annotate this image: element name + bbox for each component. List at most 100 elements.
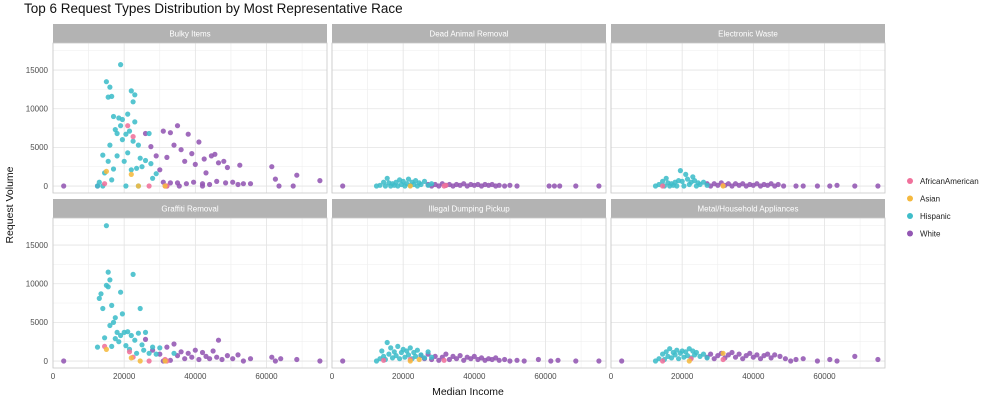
- data-point: [421, 178, 428, 184]
- data-point: [677, 168, 684, 174]
- data-point: [405, 352, 412, 358]
- data-point: [660, 183, 666, 189]
- data-point: [146, 358, 152, 364]
- data-point: [199, 349, 206, 356]
- data-point: [294, 356, 300, 363]
- legend-label: White: [920, 230, 941, 239]
- data-point: [214, 178, 220, 184]
- data-point: [109, 177, 115, 183]
- data-point: [381, 357, 387, 363]
- data-point: [521, 358, 527, 364]
- data-point: [182, 158, 188, 164]
- data-point: [747, 350, 753, 356]
- data-point: [125, 329, 131, 335]
- data-point: [875, 356, 881, 363]
- data-point: [162, 183, 168, 189]
- data-point: [223, 180, 229, 186]
- facet-strip-label: Metal/Household Appliances: [698, 205, 799, 214]
- data-point: [191, 179, 197, 185]
- data-point: [619, 358, 625, 364]
- data-point: [107, 322, 113, 329]
- data-point: [178, 147, 184, 153]
- x-tick-label: 0: [51, 372, 56, 381]
- plot-area: [332, 43, 606, 193]
- panel-border: [52, 42, 328, 194]
- data-point: [404, 348, 410, 354]
- data-point: [153, 171, 159, 177]
- data-point: [502, 356, 508, 363]
- data-point: [189, 151, 195, 157]
- y-tick-label: 15000: [26, 241, 49, 250]
- y-tick-label: 0: [44, 357, 49, 366]
- data-point: [788, 358, 794, 364]
- data-point: [757, 356, 764, 362]
- data-point: [125, 150, 131, 156]
- data-point: [573, 183, 579, 189]
- x-axis-title: Median Income: [432, 386, 504, 398]
- x-tick-label: 20000: [113, 372, 136, 381]
- data-point: [827, 356, 833, 363]
- data-point: [103, 168, 109, 174]
- data-point: [157, 351, 163, 357]
- data-point: [700, 351, 707, 357]
- data-point: [148, 161, 154, 167]
- data-point: [148, 144, 154, 150]
- data-point: [436, 357, 442, 363]
- data-point: [214, 354, 220, 360]
- data-point: [176, 183, 182, 189]
- facet-strip: [332, 24, 606, 43]
- data-point: [142, 336, 149, 342]
- y-tick-label: 5000: [30, 143, 48, 152]
- data-point: [443, 182, 449, 188]
- facet-panel: Dead Animal Removal: [331, 24, 607, 194]
- data-point: [240, 181, 246, 187]
- data-point: [596, 358, 602, 364]
- data-point: [105, 158, 111, 164]
- data-point: [118, 123, 124, 129]
- data-point: [235, 181, 241, 188]
- data-point: [196, 356, 202, 363]
- data-point: [546, 183, 552, 189]
- data-point: [446, 356, 452, 363]
- data-point: [269, 164, 275, 170]
- data-point: [103, 223, 109, 229]
- data-point: [429, 354, 435, 360]
- data-point: [686, 358, 692, 364]
- data-point: [189, 354, 195, 360]
- data-point: [157, 345, 163, 351]
- facet-strip: [611, 199, 885, 218]
- data-point: [107, 142, 113, 148]
- data-point: [663, 349, 669, 355]
- facet-strip: [53, 24, 327, 43]
- data-point: [834, 358, 840, 364]
- data-point: [224, 164, 230, 171]
- data-point: [126, 128, 133, 134]
- data-point: [162, 358, 168, 364]
- data-point: [507, 358, 513, 364]
- data-point: [397, 356, 403, 362]
- data-point: [660, 358, 666, 364]
- data-point: [126, 349, 133, 355]
- data-point: [212, 151, 218, 157]
- data-point: [100, 305, 106, 312]
- y-tick-label: 10000: [26, 105, 49, 114]
- data-point: [215, 160, 222, 166]
- data-point: [514, 183, 520, 189]
- data-point: [112, 127, 118, 133]
- legend-label: Asian: [920, 195, 940, 204]
- data-point: [663, 175, 669, 181]
- data-point: [61, 358, 67, 364]
- data-point: [118, 62, 124, 68]
- data-point: [740, 356, 746, 362]
- plot-area: [53, 218, 327, 368]
- data-point: [171, 350, 177, 356]
- data-point: [94, 344, 101, 350]
- data-point: [674, 347, 680, 353]
- data-point: [290, 183, 296, 189]
- data-point: [814, 358, 821, 364]
- data-point: [110, 113, 117, 120]
- data-point: [720, 183, 726, 189]
- x-tick-label: 40000: [184, 372, 207, 381]
- panel-border: [331, 42, 607, 194]
